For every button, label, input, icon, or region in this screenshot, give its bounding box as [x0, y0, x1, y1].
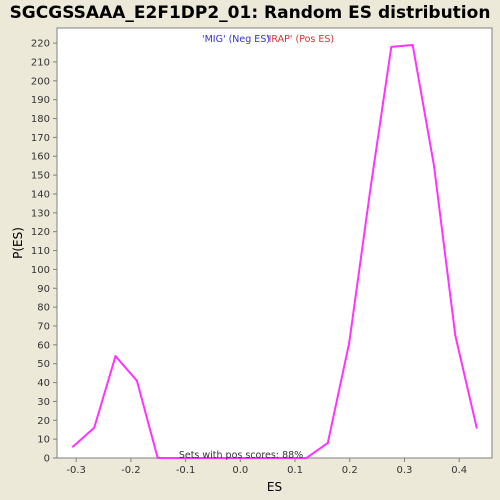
data-point — [220, 457, 223, 459]
data-point — [135, 379, 138, 382]
legend-entry-pos: 'IRAP' (Pos ES) — [266, 34, 334, 45]
y-tick-label: 60 — [37, 340, 50, 351]
y-tick-label: 20 — [37, 416, 50, 427]
x-tick-label: 0.4 — [451, 465, 467, 476]
y-tick-label: 40 — [37, 378, 50, 389]
y-tick-label: 220 — [31, 39, 50, 50]
y-tick-label: 180 — [31, 114, 50, 125]
data-point — [71, 445, 74, 448]
y-axis-label: P(ES) — [11, 227, 25, 259]
y-tick-label: 90 — [37, 284, 50, 295]
y-tick-label: 50 — [37, 359, 50, 370]
y-tick-label: 130 — [31, 208, 50, 219]
x-tick-label: -0.2 — [121, 465, 141, 476]
legend-entry-neg: 'MIG' (Neg ES) — [202, 34, 270, 45]
y-tick-label: 210 — [31, 57, 50, 68]
data-point — [242, 457, 245, 459]
x-axis-label: ES — [267, 480, 282, 494]
plot-background — [56, 27, 493, 459]
data-point — [411, 43, 414, 46]
y-tick-label: 170 — [31, 133, 50, 144]
x-tick-label: 0.1 — [287, 465, 303, 476]
y-tick-label: 30 — [37, 397, 50, 408]
x-tick-label: -0.3 — [66, 465, 86, 476]
data-point — [199, 457, 202, 459]
y-tick-label: 0 — [44, 454, 50, 465]
x-axis-ticks: -0.3 -0.2 -0.1 0.0 0.1 0.2 0.3 0.4 — [66, 458, 467, 476]
data-point — [263, 457, 266, 459]
y-tick-label: 140 — [31, 189, 50, 200]
data-point — [156, 457, 159, 459]
y-tick-label: 110 — [31, 246, 50, 257]
data-point — [114, 355, 117, 358]
series-layer — [71, 43, 478, 459]
y-axis-ticks: 0 10 20 30 40 50 60 70 80 90 100 110 120 130 140 150 160… — [31, 39, 57, 465]
x-tick-label: 0.2 — [342, 465, 358, 476]
x-tick-label: 0.3 — [396, 465, 412, 476]
data-point — [475, 426, 478, 429]
data-point — [305, 457, 308, 459]
data-point — [390, 45, 393, 48]
data-point — [433, 164, 435, 167]
data-point — [284, 457, 287, 459]
chart-title: SGCGSSAAA_E2F1DP2_01: Random ES distribu… — [9, 3, 491, 23]
data-point — [348, 341, 351, 344]
annotation-text: Sets with pos scores: 88% — [179, 450, 303, 461]
y-tick-label: 10 — [37, 435, 50, 446]
y-tick-label: 70 — [37, 321, 50, 332]
x-tick-label: 0.0 — [232, 465, 248, 476]
y-tick-label: 190 — [31, 95, 50, 106]
x-tick-label: -0.1 — [176, 465, 196, 476]
y-tick-label: 150 — [31, 171, 50, 182]
series-line — [72, 44, 478, 459]
y-tick-label: 120 — [31, 227, 50, 238]
data-point — [93, 426, 96, 429]
y-tick-label: 160 — [31, 152, 50, 163]
data-point — [178, 457, 181, 459]
data-point — [369, 187, 372, 190]
y-tick-label: 80 — [37, 303, 50, 314]
data-point — [326, 441, 329, 444]
data-point — [454, 334, 457, 337]
y-tick-label: 100 — [31, 265, 50, 276]
y-tick-label: 200 — [31, 76, 50, 87]
